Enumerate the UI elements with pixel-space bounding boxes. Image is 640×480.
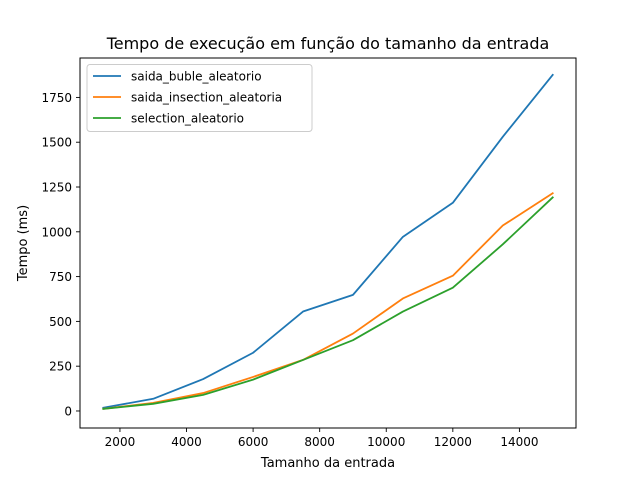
x-axis: 2000 4000 6000 8000 10000 12000 14000 (105, 428, 539, 449)
x-tick-label: 10000 (367, 435, 405, 449)
series-line-1 (102, 73, 554, 409)
series-line-3 (102, 196, 554, 410)
y-axis-label: Tempo (ms) (16, 205, 31, 282)
x-tick-label: 14000 (500, 435, 538, 449)
x-tick-label: 4000 (171, 435, 202, 449)
x-tick-label: 2000 (105, 435, 136, 449)
y-tick-label: 1750 (41, 91, 72, 105)
legend: saida_buble_aleatorio saida_insection_ale… (86, 64, 313, 132)
y-tick-label: 500 (49, 315, 72, 329)
legend-box (86, 64, 313, 132)
x-axis-label: Tamanho da entrada (260, 456, 395, 471)
legend-label: saida_insection_aleatoria (131, 91, 282, 105)
plot-frame (79, 57, 577, 429)
y-tick-label: 750 (49, 270, 72, 284)
legend-label: selection_aleatorio (131, 112, 244, 126)
x-tick-label: 12000 (434, 435, 472, 449)
x-tick-label: 8000 (304, 435, 335, 449)
y-axis: 0 250 500 750 1000 1250 1500 1750 (41, 91, 80, 418)
y-tick-label: 0 (64, 404, 72, 418)
series-layer (102, 73, 554, 410)
y-tick-label: 1500 (41, 136, 72, 150)
y-tick-label: 1250 (41, 181, 72, 195)
chart-title: Tempo de execução em função do tamanho d… (106, 34, 550, 53)
y-tick-label: 250 (49, 360, 72, 374)
legend-label: saida_buble_aleatorio (131, 70, 262, 84)
series-line-2 (102, 192, 554, 410)
x-tick-label: 6000 (238, 435, 269, 449)
y-tick-label: 1000 (41, 225, 72, 239)
